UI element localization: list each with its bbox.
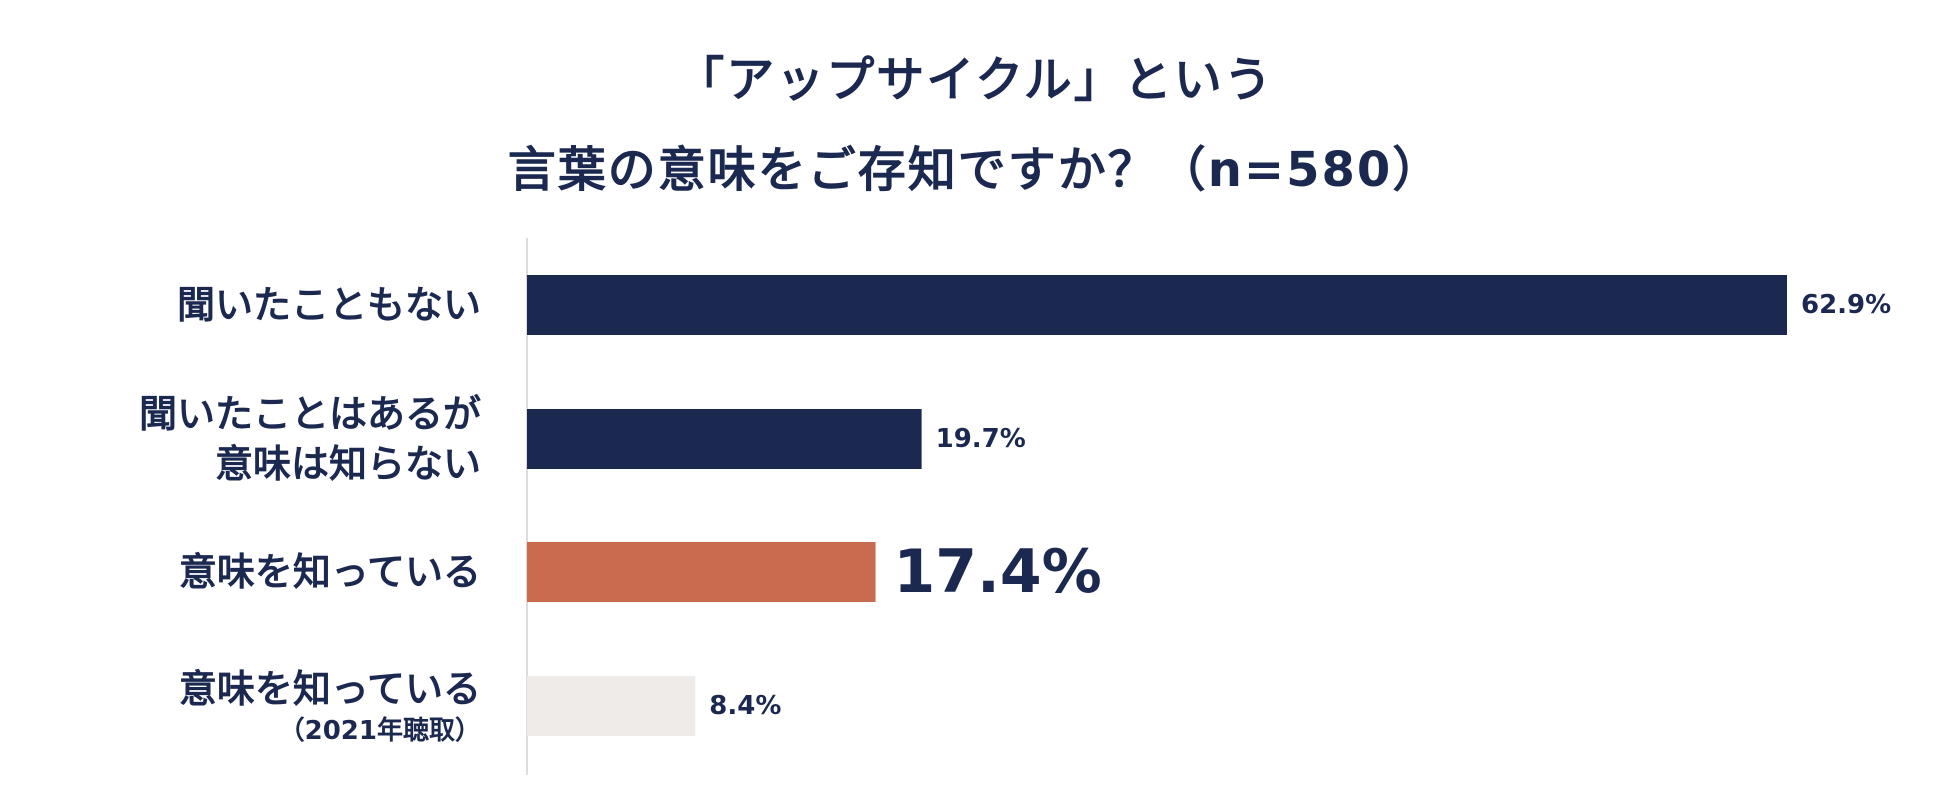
category-label: 意味を知っている （2021年聴取） bbox=[178, 667, 481, 746]
bar bbox=[527, 542, 876, 602]
category-label: 聞いたこともない bbox=[176, 283, 481, 327]
category-label: 聞いたことはあるが 意味は知らない bbox=[138, 392, 481, 486]
data-label: 8.4% bbox=[709, 691, 781, 721]
bar bbox=[527, 275, 1787, 335]
data-label: 19.7% bbox=[936, 424, 1026, 454]
category-label: 意味を知っている bbox=[178, 550, 481, 594]
data-label: 62.9% bbox=[1801, 290, 1891, 320]
data-label: 17.4% bbox=[894, 537, 1102, 607]
bar bbox=[527, 676, 696, 736]
bar bbox=[527, 409, 922, 469]
category-sublabel: （2021年聴取） bbox=[278, 716, 481, 746]
chart-title-line-2: 言葉の意味をご存知ですか？（n=580） bbox=[507, 142, 1443, 198]
chart-title-line-1: 「アップサイクル」という bbox=[676, 52, 1274, 108]
